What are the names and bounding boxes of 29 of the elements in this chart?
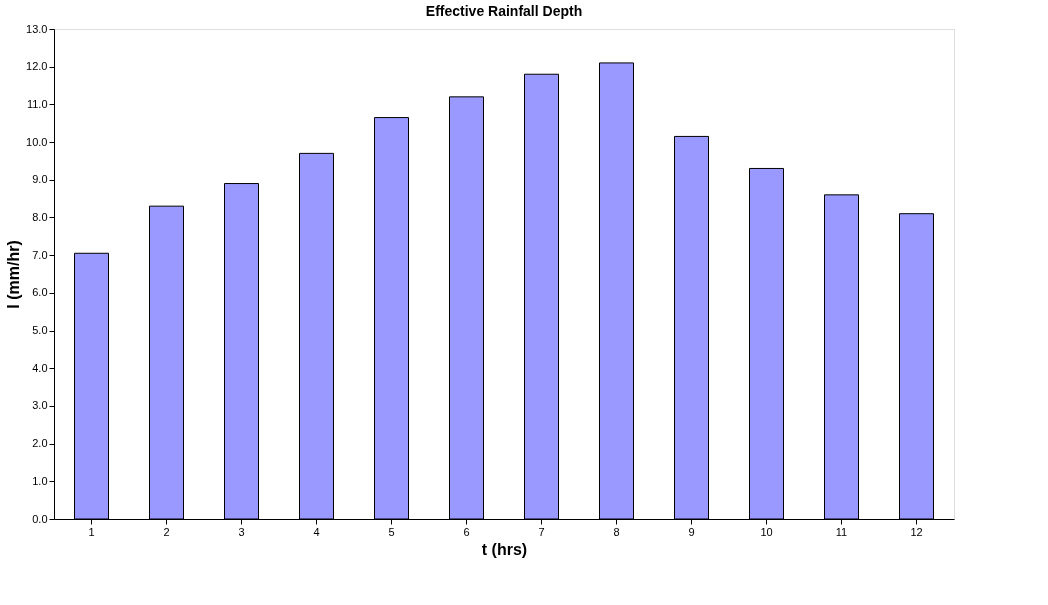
x-tick-label: 8 <box>613 525 620 538</box>
y-tick-label: 8.0 <box>32 210 48 223</box>
y-tick-label: 13.0 <box>26 22 48 35</box>
y-tick-label: 2.0 <box>32 437 48 450</box>
x-tick-label: 12 <box>910 525 923 538</box>
x-tick-label: 10 <box>760 525 773 538</box>
y-tick-label: 1.0 <box>32 474 48 487</box>
y-tick-label: 7.0 <box>32 248 48 261</box>
x-tick-label: 11 <box>835 525 848 538</box>
x-tick-label: 9 <box>688 525 695 538</box>
y-tick-label: 0.0 <box>32 512 48 525</box>
y-tick-label: 6.0 <box>32 286 48 299</box>
y-tick-label: 12.0 <box>26 60 48 73</box>
x-tick-label: 2 <box>163 525 170 538</box>
y-tick-label: 9.0 <box>32 173 48 186</box>
x-tick-label: 6 <box>463 525 470 538</box>
y-tick-label: 5.0 <box>32 324 48 337</box>
x-tick-label: 7 <box>538 525 545 538</box>
y-tick-label: 3.0 <box>32 399 48 412</box>
x-axis-title: t (hrs) <box>481 540 528 558</box>
x-tick-label: 1 <box>88 525 95 538</box>
y-tick-label: 11.0 <box>26 97 48 110</box>
x-tick-label: 4 <box>313 525 320 538</box>
y-axis-title: I (mm/hr) <box>5 240 23 309</box>
y-tick-label: 10.0 <box>26 135 48 148</box>
y-tick-label: 4.0 <box>32 361 48 374</box>
chart-title: Effective Rainfall Depth <box>425 3 583 19</box>
x-tick-label: 5 <box>388 525 395 538</box>
x-tick-label: 3 <box>238 525 245 538</box>
